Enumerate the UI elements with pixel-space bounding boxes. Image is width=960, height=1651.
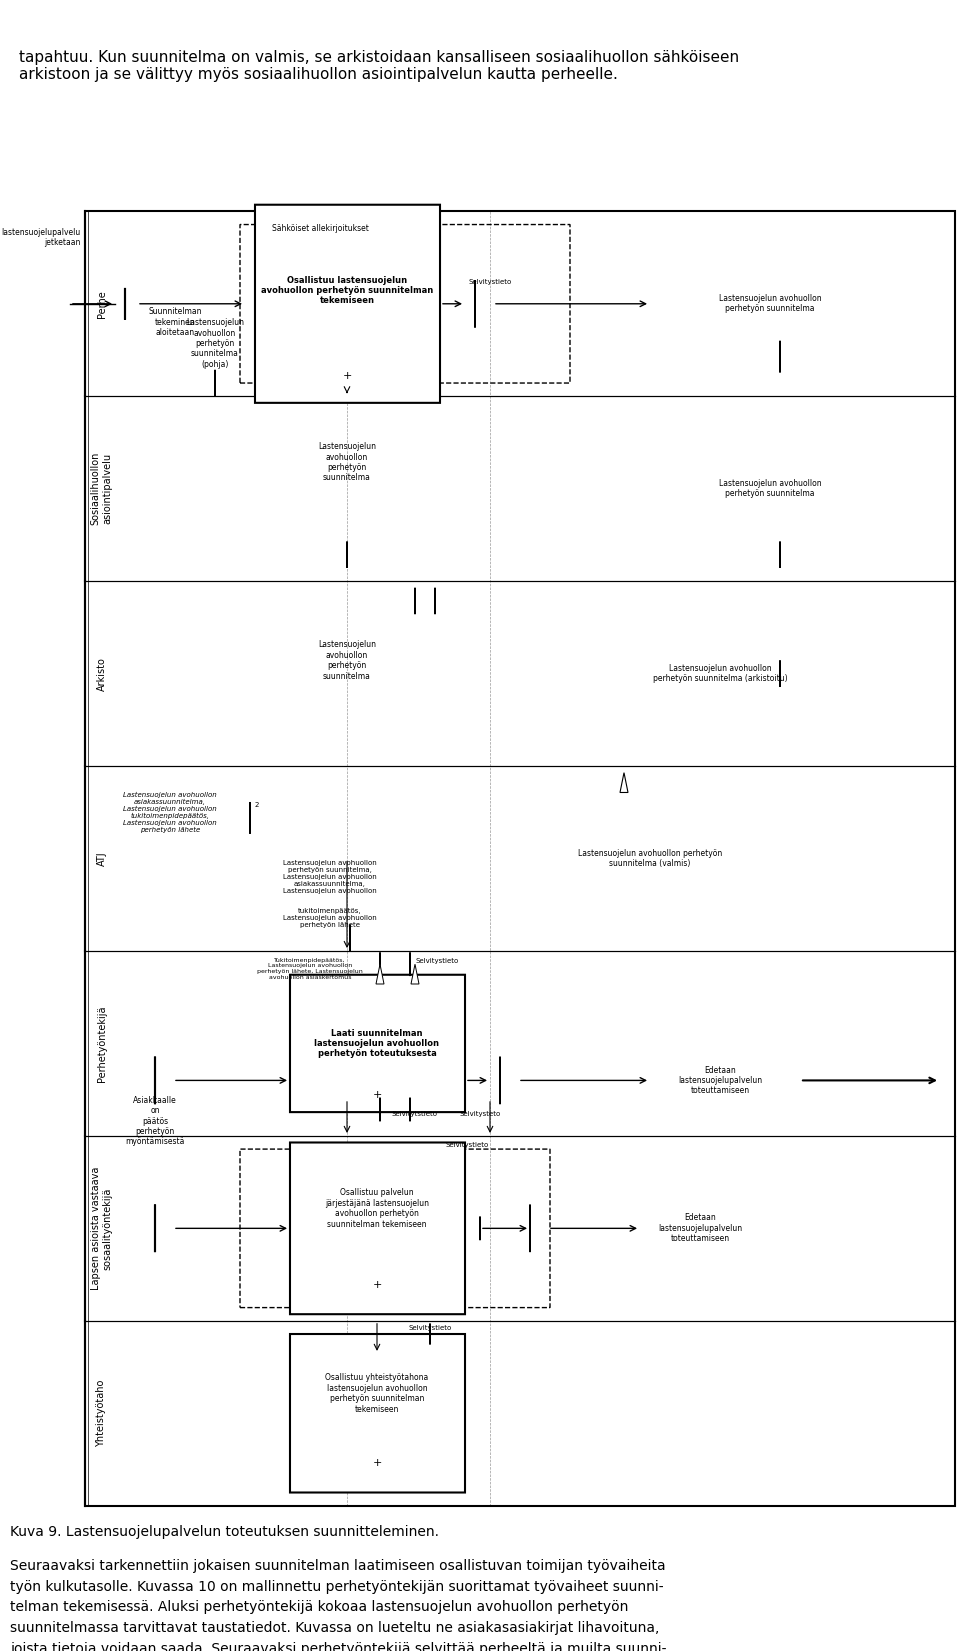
Text: Edetaan
lastensuojelupalvelun
toteuttamiseen: Edetaan lastensuojelupalvelun toteuttami… [678, 1065, 762, 1095]
Text: Seuraavaksi tarkennettiin jokaisen suunnitelman laatimiseen osallistuvan toimija: Seuraavaksi tarkennettiin jokaisen suunn… [10, 1559, 665, 1573]
Text: telman tekemisessä. Aluksi perhetyöntekijä kokoaa lastensuojelun avohuollon perh: telman tekemisessä. Aluksi perhetyönteki… [10, 1600, 629, 1615]
FancyBboxPatch shape [290, 974, 465, 1113]
Text: Lastensuojelun avohuollon perhetyön
suunnitelma (valmis): Lastensuojelun avohuollon perhetyön suun… [578, 849, 722, 868]
Text: Lastensuojelun avohuollon
asiakassuunnitelma,
Lastensuojelun avohuollon
tukitoim: Lastensuojelun avohuollon asiakassuunnit… [123, 791, 217, 834]
Text: joista tietoja voidaan saada. Seuraavaksi perhetyöntekijä selvittää perheeltä ja: joista tietoja voidaan saada. Seuraavaks… [10, 1643, 666, 1651]
Text: Lastensuojelun avohuollon
perhetyön suunnitelma: Lastensuojelun avohuollon perhetyön suun… [719, 479, 822, 499]
Text: ATJ: ATJ [97, 852, 107, 865]
Text: Sähköiset allekirjoitukset: Sähköiset allekirjoitukset [272, 225, 369, 233]
Text: Lastensuojelun avohuollon
perhetyön suunnitelma (arkistoitu): Lastensuojelun avohuollon perhetyön suun… [653, 664, 787, 684]
Text: Lastensuojelun avohuollon
perhetyön suunnitelma: Lastensuojelun avohuollon perhetyön suun… [719, 294, 822, 314]
Text: +: + [372, 1458, 382, 1468]
Text: +: + [372, 1090, 382, 1100]
Text: +: + [372, 1280, 382, 1289]
Text: tukitoimenpäätös,
Lastensuojelun avohuollon
perhetyön lähete: tukitoimenpäätös, Lastensuojelun avohuol… [283, 908, 377, 928]
Text: 2: 2 [255, 802, 259, 809]
Text: Kuva 9. Lastensuojelupalvelun toteutuksen suunnitteleminen.: Kuva 9. Lastensuojelupalvelun toteutukse… [10, 1526, 439, 1539]
Text: työn kulkutasolle. Kuvassa 10 on mallinnettu perhetyöntekijän suorittamat työvai: työn kulkutasolle. Kuvassa 10 on mallinn… [10, 1580, 663, 1593]
Text: Perhetyöntekijä: Perhetyöntekijä [97, 1005, 107, 1081]
Text: Asiakkaalle
on
päätös
perhetyön
myöntämisestä: Asiakkaalle on päätös perhetyön myöntämi… [126, 1096, 184, 1146]
Text: Lapsen asioista vastaava
sosaalityöntekijä: Lapsen asioista vastaava sosaalityönteki… [90, 1167, 112, 1289]
Text: Selvitystieto: Selvitystieto [408, 1324, 451, 1331]
Text: Selvitystieto: Selvitystieto [445, 1142, 489, 1149]
Text: suunnitelmassa tarvittavat taustatiedot. Kuvassa on lueteltu ne asiakasasiakirja: suunnitelmassa tarvittavat taustatiedot.… [10, 1621, 660, 1634]
FancyBboxPatch shape [290, 1142, 465, 1314]
Polygon shape [620, 773, 628, 792]
Text: Suunnitelman
tekeminen
aloitetaan: Suunnitelman tekeminen aloitetaan [148, 307, 202, 337]
Text: Osallistuu lastensuojelun
avohuollon perhetyön suunnitelman
tekemiseen: Osallistuu lastensuojelun avohuollon per… [261, 276, 433, 305]
Text: tapahtuu. Kun suunnitelma on valmis, se arkistoidaan kansalliseen sosiaalihuollo: tapahtuu. Kun suunnitelma on valmis, se … [19, 50, 739, 83]
Polygon shape [411, 964, 419, 984]
Text: Osallistuu yhteistyötahona
lastensuojelun avohuollon
perhetyön suunnitelman
teke: Osallistuu yhteistyötahona lastensuojelu… [325, 1374, 428, 1413]
Text: Lastensuojelun
avohuollon
perhetyön
suunnitelma: Lastensuojelun avohuollon perhetyön suun… [318, 641, 376, 680]
Text: Perhe: Perhe [97, 291, 107, 317]
Text: Lastensuojelun
avohuollon
perhetyön
suunnitelma: Lastensuojelun avohuollon perhetyön suun… [318, 442, 376, 482]
FancyBboxPatch shape [290, 1334, 465, 1493]
Text: Lastensuojelun avohuollon
perhetyön suunnitelma,
Lastensuojelun avohuollon
asiak: Lastensuojelun avohuollon perhetyön suun… [283, 860, 377, 893]
Text: Yhteistyötaho: Yhteistyötaho [97, 1380, 107, 1446]
Text: Edetaan
lastensuojelupalvelun
toteuttamiseen: Edetaan lastensuojelupalvelun toteuttami… [658, 1213, 742, 1243]
Text: lastensuojelupalvelu
jetketaan: lastensuojelupalvelu jetketaan [1, 228, 80, 248]
Text: Selvitytstieto: Selvitytstieto [392, 1111, 438, 1118]
FancyBboxPatch shape [255, 205, 440, 403]
Text: Osallistuu palvelun
järjestäjänä lastensuojelun
avohuollon perhetyön
suunnitelma: Osallistuu palvelun järjestäjänä lastens… [325, 1189, 429, 1228]
Text: Sosiaalihuollon
asiointipalvelu: Sosiaalihuollon asiointipalvelu [90, 452, 112, 525]
Text: +: + [343, 371, 351, 381]
Text: Selvitystieto: Selvitystieto [468, 279, 512, 286]
Text: Tukitoimenpidepäätös,
Lastensuojelun avohuollon
perhetyön lähete, Lastensuojelun: Tukitoimenpidepäätös, Lastensuojelun avo… [257, 958, 363, 981]
Text: Selvitystieto: Selvitystieto [415, 958, 458, 964]
Polygon shape [376, 964, 384, 984]
Text: Selvitysteto: Selvitysteto [460, 1111, 500, 1118]
Text: Laati suunnitelman
lastensuojelun avohuollon
perhetyön toteutuksesta: Laati suunnitelman lastensuojelun avohuo… [315, 1029, 440, 1058]
Text: Arkisto: Arkisto [97, 657, 107, 690]
Text: Lastensuojelun
avohuollon
perhetyön
suunnitelma
(pohja): Lastensuojelun avohuollon perhetyön suun… [186, 319, 244, 368]
